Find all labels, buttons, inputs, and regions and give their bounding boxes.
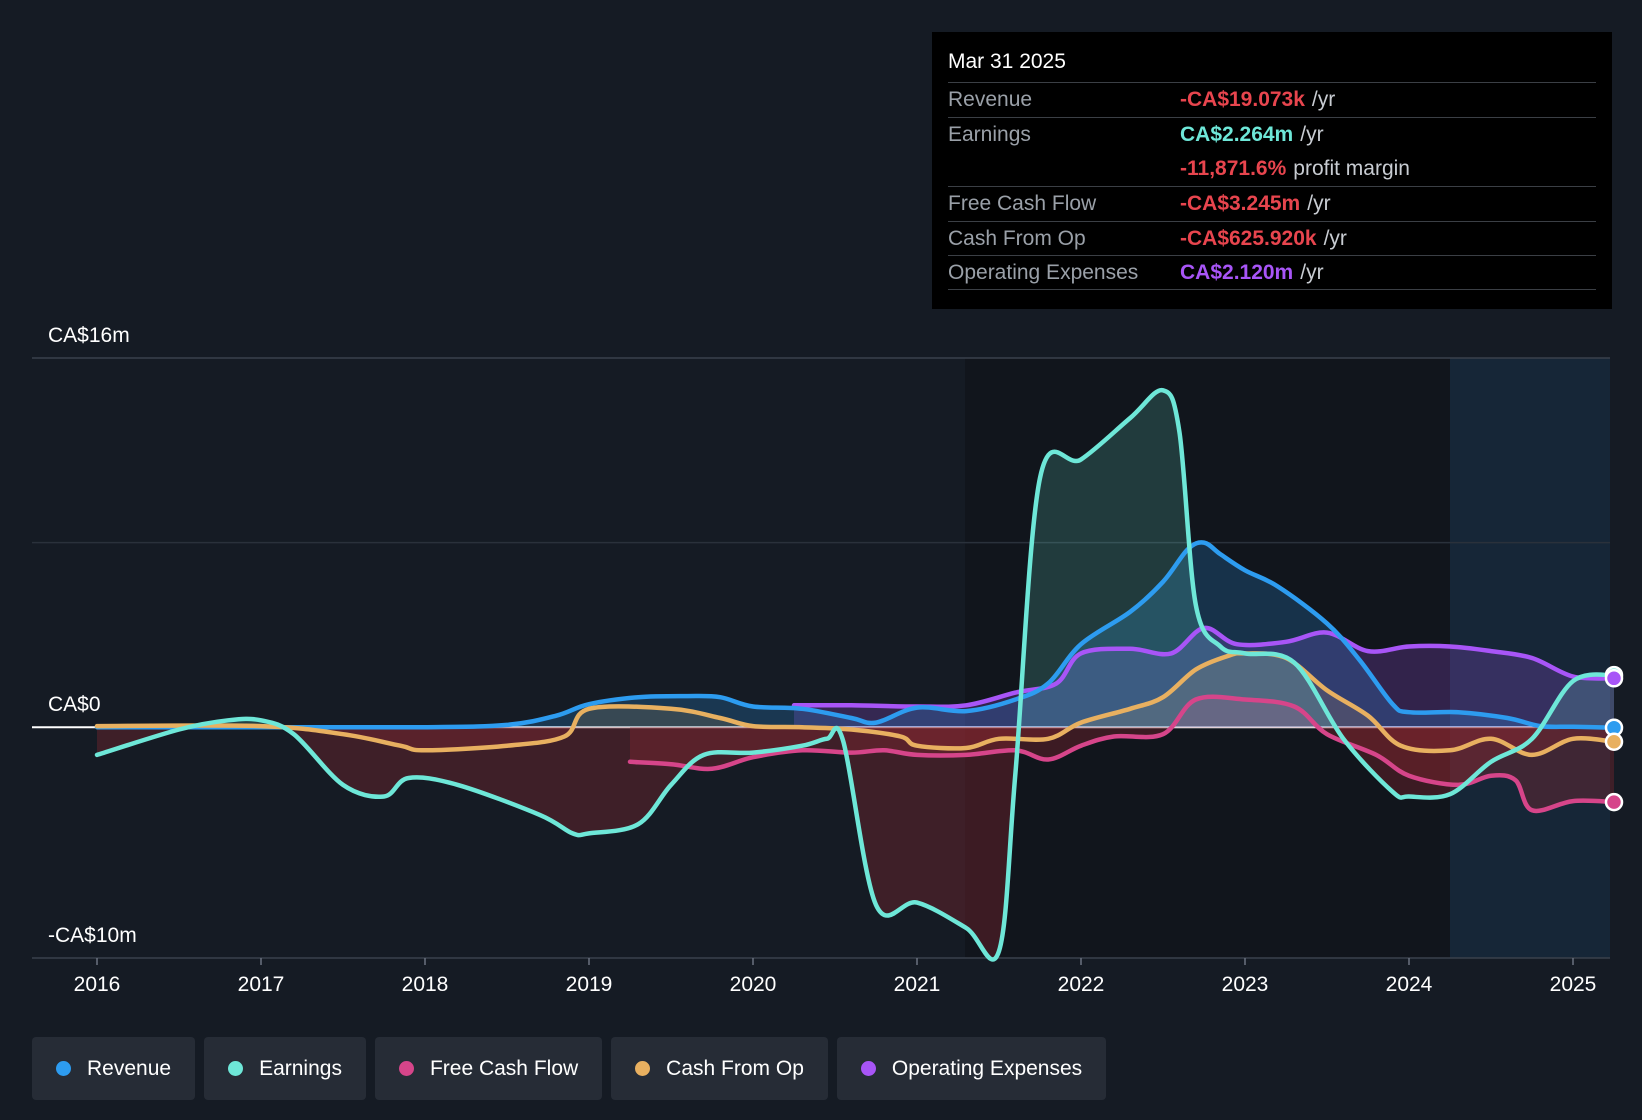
x-tick-label: 2017 <box>238 973 285 996</box>
tooltip-label: Cash From Op <box>948 227 1086 250</box>
x-tick-label: 2018 <box>402 973 449 996</box>
tooltip-suffix: /yr <box>1300 123 1324 146</box>
legend-label: Free Cash Flow <box>429 1056 579 1080</box>
tooltip-value: CA$2.264m <box>1180 123 1294 146</box>
tooltip-value: -CA$625.920k <box>1180 227 1317 250</box>
legend-item-free-cash-flow[interactable]: Free Cash Flow <box>374 1037 603 1100</box>
tooltip-panel: Mar 31 2025 Revenue -CA$19.073k /yr Earn… <box>932 32 1612 309</box>
area-cash-from-op <box>97 653 1614 728</box>
legend-dot-icon <box>228 1061 244 1076</box>
series-line-operating-expenses <box>791 625 1617 710</box>
tooltip-row-cash-from-op: Cash From Op -CA$625.920k /yr <box>948 222 1596 256</box>
legend-dot-icon <box>860 1061 876 1076</box>
tooltip-row-earnings: Earnings CA$2.264m /yr <box>948 118 1596 152</box>
tooltip-value: -11,871.6% <box>1180 157 1287 180</box>
end-marker-cash-from-op <box>1604 732 1624 752</box>
x-tick-label: 2021 <box>894 973 941 996</box>
end-marker-free-cash-flow <box>1604 792 1624 812</box>
legend-item-operating-expenses[interactable]: Operating Expenses <box>836 1037 1107 1100</box>
tooltip-row-operating-expenses: Operating Expenses CA$2.120m /yr <box>948 256 1596 290</box>
series-line-cash-from-op <box>94 650 1617 758</box>
tooltip-row-revenue: Revenue -CA$19.073k /yr <box>948 83 1596 118</box>
tooltip-label: Revenue <box>948 88 1033 111</box>
x-tick-label: 2020 <box>730 973 777 996</box>
area-neg-cash-from-op <box>284 727 1614 755</box>
tooltip-label <box>948 152 1180 186</box>
tooltip-suffix: profit margin <box>1293 157 1410 180</box>
y-tick-label: CA$0 <box>48 693 101 716</box>
x-tick-label: 2023 <box>1222 973 1269 996</box>
series-line-revenue <box>94 540 1617 730</box>
tooltip-suffix: /yr <box>1323 227 1347 250</box>
legend-label: Cash From Op <box>666 1056 804 1080</box>
tooltip-value: CA$2.120m <box>1180 261 1294 284</box>
legend: Revenue Earnings Free Cash Flow Cash Fro… <box>32 1037 1107 1100</box>
legend-dot-icon <box>635 1061 651 1076</box>
x-tick-label: 2022 <box>1058 973 1105 996</box>
tooltip-date: Mar 31 2025 <box>948 46 1596 83</box>
area-revenue <box>97 542 1614 728</box>
legend-item-earnings[interactable]: Earnings <box>204 1037 366 1100</box>
y-tick-label: CA$16m <box>48 324 130 347</box>
legend-item-revenue[interactable]: Revenue <box>32 1037 196 1100</box>
area-neg-free-cash-flow <box>630 727 1614 811</box>
legend-item-cash-from-op[interactable]: Cash From Op <box>611 1037 828 1100</box>
x-tick-label: 2025 <box>1550 973 1597 996</box>
y-tick-label: -CA$10m <box>48 924 137 947</box>
legend-label: Earnings <box>259 1056 342 1080</box>
tooltip-value: -CA$19.073k <box>1180 88 1305 111</box>
tooltip-label: Earnings <box>948 123 1031 146</box>
tooltip-label: Operating Expenses <box>948 261 1139 284</box>
series-line-earnings <box>94 388 1617 962</box>
legend-label: Operating Expenses <box>891 1056 1083 1080</box>
tooltip-label: Free Cash Flow <box>948 192 1097 215</box>
tooltip-suffix: /yr <box>1307 192 1331 215</box>
legend-label: Revenue <box>87 1056 172 1080</box>
tooltip-suffix: /yr <box>1300 261 1324 284</box>
legend-dot-icon <box>56 1061 71 1076</box>
tooltip-row-profit-margin: -11,871.6% profit margin <box>948 152 1596 187</box>
series-line-free-cash-flow <box>627 694 1617 814</box>
x-tick-label: 2019 <box>566 973 613 996</box>
area-neg-earnings <box>97 727 1542 960</box>
x-tick-label: 2016 <box>74 973 121 996</box>
tooltip-suffix: /yr <box>1311 88 1336 111</box>
tooltip-row-free-cash-flow: Free Cash Flow -CA$3.245m /yr <box>948 187 1596 222</box>
legend-dot-icon <box>398 1061 414 1076</box>
tooltip-value: -CA$3.245m <box>1180 192 1301 215</box>
x-tick-label: 2024 <box>1386 973 1433 996</box>
end-marker-operating-expenses <box>1604 669 1624 688</box>
